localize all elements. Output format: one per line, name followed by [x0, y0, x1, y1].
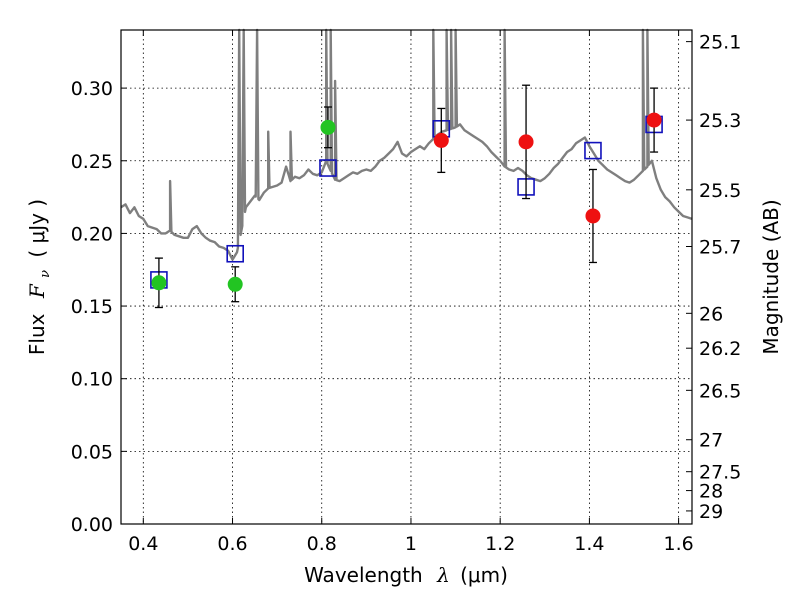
- mag-tick-label: 28: [699, 481, 723, 503]
- y-tick-label: 0.05: [71, 441, 113, 463]
- data-point: [646, 112, 662, 128]
- y-tick-label: 0.10: [71, 369, 113, 391]
- y-tick-label: 0.00: [71, 514, 113, 536]
- x-axis-label: Wavelength λ (μm): [304, 563, 508, 587]
- data-point: [320, 119, 336, 135]
- plot-frame: [120, 29, 693, 525]
- data-point: [585, 208, 601, 224]
- mag-tick-label: 25.1: [699, 32, 741, 54]
- x-tick-label: 1.4: [574, 533, 604, 555]
- model-square-marker: [226, 244, 244, 263]
- y2-axis-label: Magnitude (AB): [759, 199, 783, 354]
- mag-tick-label: 27: [699, 430, 723, 452]
- mag-tick-label: 26.2: [699, 338, 741, 360]
- model-square-marker: [584, 141, 602, 160]
- mag-tick-label: 26: [699, 303, 723, 325]
- y-tick-label: 0.15: [71, 296, 113, 318]
- data-point: [518, 134, 534, 150]
- data-point: [227, 276, 243, 292]
- mag-tick-label: 25.7: [699, 236, 741, 258]
- y-axis-label: Flux F ν ( μJy ): [25, 199, 54, 355]
- data-point: [433, 132, 449, 148]
- model-square-marker: [319, 159, 337, 177]
- mag-tick-label: 25.5: [699, 180, 741, 202]
- y-tick-label: 0.25: [71, 151, 113, 173]
- x-tick-label: 0.6: [217, 533, 247, 555]
- mag-tick-label: 25.3: [699, 110, 741, 132]
- axis-ticks: [121, 30, 692, 525]
- data-markers: [150, 84, 663, 309]
- y-tick-label: 0.20: [71, 223, 113, 245]
- x-tick-label: 0.4: [128, 533, 158, 555]
- data-point: [151, 275, 167, 291]
- mag-tick-label: 26.5: [699, 380, 741, 402]
- x-tick-label: 1: [405, 533, 417, 555]
- tick-labels: 0.4 0.6 0.8 1 1.2 1.4 1.6 0.00 0.05 0.10 0.15 0.20 0…: [71, 32, 742, 555]
- plot-background: [121, 30, 692, 524]
- mag-tick-label: 27.5: [699, 462, 741, 484]
- x-tick-label: 1.6: [664, 533, 694, 555]
- x-tick-label: 1.2: [485, 533, 515, 555]
- y-tick-label: 0.30: [71, 78, 113, 100]
- x-tick-label: 0.8: [307, 533, 337, 555]
- mag-tick-label: 29: [699, 501, 723, 523]
